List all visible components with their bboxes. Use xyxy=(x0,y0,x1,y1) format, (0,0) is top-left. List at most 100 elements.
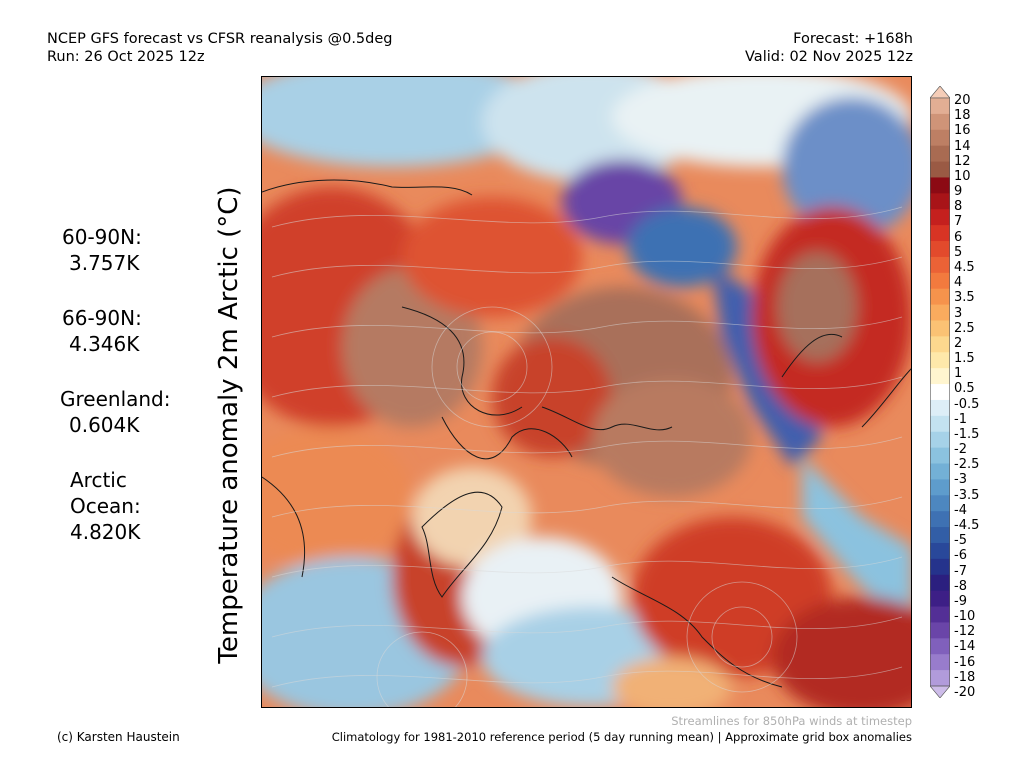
map-title: NCEP GFS forecast vs CFSR reanalysis @0.… xyxy=(47,31,393,47)
colorbar-swatch xyxy=(930,574,950,592)
colorbar-swatch xyxy=(930,256,950,274)
colorbar-top-arrow xyxy=(930,86,950,99)
colorbar-tick-label: -4 xyxy=(954,502,967,518)
colorbar-tick-label: -9 xyxy=(954,593,967,609)
colorbar-tick-label: 2.5 xyxy=(954,320,975,336)
colorbar-tick-label: 20 xyxy=(954,93,971,108)
colorbar-tick-label: -20 xyxy=(954,685,976,700)
run-time: Run: 26 Oct 2025 12z xyxy=(47,49,205,65)
stat-value: 0.604K xyxy=(69,413,140,437)
vertical-title: Temperature anomaly 2m Arctic (°C) xyxy=(214,186,244,664)
colorbar-tick-label: 4.5 xyxy=(954,259,975,275)
colorbar-tick-label: 3.5 xyxy=(954,290,975,306)
stat-label: Greenland: xyxy=(60,387,171,411)
header-right: Forecast: +168h Valid: 02 Nov 2025 12z xyxy=(745,30,913,66)
colorbar-swatch xyxy=(930,527,950,544)
colorbar-tick-label: -0.5 xyxy=(954,396,980,412)
stat-value: 3.757K xyxy=(69,251,140,275)
colorbar-swatch xyxy=(930,272,950,290)
colorbar-swatch xyxy=(930,654,950,671)
colorbar-swatch xyxy=(930,399,950,417)
colorbar-frame xyxy=(930,97,950,687)
colorbar-swatch xyxy=(930,352,950,369)
stat-60-90n: 60-90N: 3.757K xyxy=(62,224,142,276)
colorbar-swatch xyxy=(930,129,950,147)
colorbar-swatch xyxy=(930,558,950,576)
colorbar-swatch xyxy=(930,542,950,560)
colorbar-swatch xyxy=(930,113,950,131)
colorbar-swatch xyxy=(930,209,950,226)
map-canvas xyxy=(262,77,911,707)
colorbar-tick-label: 2 xyxy=(954,335,963,351)
stat-value: 4.346K xyxy=(69,332,140,356)
colorbar-tick-label: -4.5 xyxy=(954,518,980,534)
stat-value: 4.820K xyxy=(70,520,141,544)
colorbar-swatch xyxy=(930,463,950,480)
streamline-note: Streamlines for 850hPa winds at timestep xyxy=(671,714,912,728)
colorbar-tick-label: -2 xyxy=(954,442,967,458)
colorbar-swatch xyxy=(930,479,950,496)
colorbar-tick-label: 0.5 xyxy=(954,381,975,397)
stat-label: 66-90N: xyxy=(62,306,142,330)
climatology-note: Climatology for 1981-2010 reference peri… xyxy=(331,730,912,744)
colorbar-swatch xyxy=(930,241,950,258)
colorbar-tick-label: -3 xyxy=(954,472,967,488)
colorbar-tick-label: -10 xyxy=(954,609,976,625)
colorbar-tick-label: 9 xyxy=(954,184,963,200)
colorbar-tick-label: -3.5 xyxy=(954,487,980,503)
colorbar-swatch xyxy=(930,98,950,115)
colorbar-swatch xyxy=(930,670,950,687)
colorbar-swatch xyxy=(930,145,950,163)
stat-label: Ocean: xyxy=(70,494,141,518)
colorbar-tick-label: 14 xyxy=(954,138,971,154)
stat-arctic-ocean: Arctic Ocean: 4.820K xyxy=(70,467,141,545)
colorbar-tick-label: 18 xyxy=(954,108,971,124)
colorbar-swatch xyxy=(930,177,950,194)
colorbar-swatch xyxy=(930,638,950,655)
credit: (c) Karsten Haustein xyxy=(57,730,180,744)
colorbar-tick-label: 16 xyxy=(954,123,971,139)
wind-streamlines xyxy=(271,206,903,707)
colorbar-bottom-arrow xyxy=(930,685,950,698)
colorbar xyxy=(930,86,950,698)
colorbar-swatch xyxy=(930,193,950,210)
colorbar-tick-label: -1 xyxy=(954,411,967,427)
colorbar-tick-label: 12 xyxy=(954,153,971,169)
colorbar-tick-label: 5 xyxy=(954,244,963,260)
colorbar-tick-label: 4 xyxy=(954,275,963,291)
colorbar-tick-label: 3 xyxy=(954,305,963,321)
colorbar-tick-label: -12 xyxy=(954,624,976,640)
colorbar-swatch xyxy=(930,415,950,433)
colorbar-tick-label: 6 xyxy=(954,229,963,245)
colorbar-tick-label: 1 xyxy=(954,366,963,382)
colorbar-tick-label: -8 xyxy=(954,578,967,594)
forecast-hour: Forecast: +168h xyxy=(793,31,913,47)
stat-66-90n: 66-90N: 4.346K xyxy=(62,305,142,357)
colorbar-swatch xyxy=(930,431,950,449)
stat-greenland: Greenland: 0.604K xyxy=(60,386,171,438)
colorbar-swatch xyxy=(930,447,950,465)
colorbar-swatch xyxy=(930,288,950,306)
colorbar-tick-label: -16 xyxy=(954,654,976,670)
colorbar-tick-label: -18 xyxy=(954,669,976,685)
anomaly-field xyxy=(262,77,911,707)
colorbar-swatch xyxy=(930,225,950,242)
coastlines xyxy=(262,179,911,688)
colorbar-tick-label: -5 xyxy=(954,533,967,549)
colorbar-swatch xyxy=(930,511,950,528)
colorbar-swatch xyxy=(930,495,950,512)
colorbar-tick-label: -2.5 xyxy=(954,457,980,473)
colorbar-tick-label: 10 xyxy=(954,168,971,184)
colorbar-tick-label: 7 xyxy=(954,214,963,230)
colorbar-tick-label: -6 xyxy=(954,548,967,564)
colorbar-tick-label: -14 xyxy=(954,639,976,655)
stat-label: Arctic xyxy=(70,468,127,492)
colorbar-swatch xyxy=(930,304,950,321)
colorbar-swatch xyxy=(930,368,950,385)
colorbar-tick-label: -7 xyxy=(954,563,967,579)
anomaly-map xyxy=(261,76,912,708)
colorbar-tick-label: 1.5 xyxy=(954,351,975,367)
colorbar-tick-label: -1.5 xyxy=(954,426,980,442)
colorbar-swatch xyxy=(930,320,950,337)
valid-time: Valid: 02 Nov 2025 12z xyxy=(745,49,913,65)
